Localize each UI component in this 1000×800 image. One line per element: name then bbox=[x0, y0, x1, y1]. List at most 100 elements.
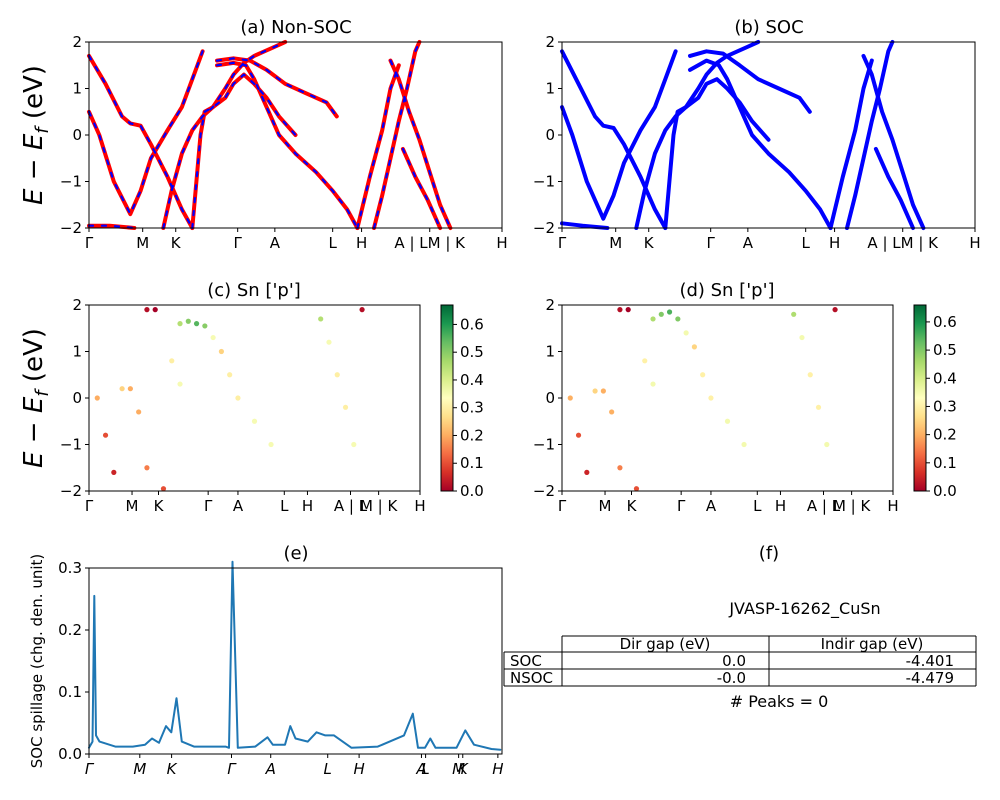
yticks-b: −2 −1 0 1 2 bbox=[533, 33, 562, 237]
plot-frame-c bbox=[88, 304, 421, 492]
projection-point bbox=[724, 418, 731, 424]
projection-point bbox=[210, 334, 216, 341]
ytick-label: 0.0 bbox=[58, 745, 82, 763]
band-line-soc bbox=[845, 40, 895, 230]
projection-point bbox=[791, 311, 797, 317]
yticks-c: −2 −1 0 1 2 bbox=[60, 296, 89, 500]
projection-point bbox=[567, 395, 573, 401]
colorbar-tick-label: 0.5 bbox=[933, 341, 957, 359]
ytick-label: 1 bbox=[545, 343, 555, 361]
projection-point bbox=[351, 441, 357, 448]
spillage-line bbox=[88, 560, 502, 751]
band-line-nonsoc-dash bbox=[372, 40, 421, 230]
colorbar-ticks-c: 0.0 0.1 0.2 0.3 0.4 0.5 0.6 bbox=[453, 315, 484, 500]
row-soc-dir: 0.0 bbox=[722, 652, 746, 670]
projection-point bbox=[102, 432, 109, 438]
colorbar-ticks-d: 0.0 0.1 0.2 0.3 0.4 0.5 0.6 bbox=[926, 313, 957, 500]
xtick-label: K bbox=[171, 234, 182, 252]
yticks-a: −2 −1 0 1 2 bbox=[60, 33, 89, 237]
projection-point bbox=[575, 432, 582, 438]
projection-point bbox=[658, 311, 664, 317]
xtick-label: L bbox=[753, 497, 762, 515]
xticks-a: Γ M K Γ A L H A | LM | K H bbox=[85, 228, 508, 252]
xtick-label: Γ bbox=[707, 234, 716, 252]
projection-point bbox=[592, 388, 598, 394]
colorbar-tick-label: 0.4 bbox=[933, 369, 957, 387]
projection-point bbox=[584, 469, 590, 475]
figure-id: JVASP-16262_CuSn bbox=[728, 599, 880, 619]
projection-point bbox=[832, 307, 838, 313]
xtick-label: L bbox=[328, 234, 337, 252]
xticks-b: Γ M K Γ A L H A | LM | K H bbox=[558, 228, 981, 252]
xtick-label: Γ bbox=[204, 497, 213, 515]
projection-point bbox=[202, 323, 208, 329]
xtick-label: H bbox=[969, 234, 980, 252]
xtick-label: H bbox=[356, 234, 367, 252]
xtick-label: A | L bbox=[807, 497, 841, 515]
ytick-label: −1 bbox=[60, 173, 82, 191]
projection-point bbox=[741, 441, 747, 448]
ytick-label: −2 bbox=[60, 219, 82, 237]
band-line-nonsoc bbox=[215, 56, 339, 119]
xtick-label: K bbox=[458, 760, 469, 778]
xtick-label: M bbox=[599, 497, 612, 515]
plot-frame-e bbox=[88, 567, 503, 755]
ytick-label: −2 bbox=[533, 219, 555, 237]
projection-point bbox=[650, 316, 656, 322]
row-soc-indir: -4.401 bbox=[906, 652, 954, 670]
band-line-soc bbox=[560, 49, 678, 221]
yticks-e: 0.0 0.1 0.2 0.3 bbox=[58, 559, 89, 763]
projection-point bbox=[326, 339, 332, 345]
projection-point bbox=[815, 404, 822, 410]
projection-point bbox=[160, 486, 167, 492]
projection-points-d bbox=[567, 307, 838, 492]
projection-point bbox=[185, 318, 191, 324]
xtick-label: M | K bbox=[360, 497, 399, 515]
xtick-label: Γ bbox=[558, 497, 567, 515]
row-nsoc-label: NSOC bbox=[510, 669, 553, 687]
xtick-label: M bbox=[609, 234, 622, 252]
projection-point bbox=[111, 469, 117, 475]
projection-point bbox=[218, 348, 224, 355]
band-line-nonsoc-dash bbox=[87, 54, 194, 230]
xtick-label: L bbox=[280, 497, 289, 515]
xtick-label: A bbox=[415, 760, 426, 778]
band-line-nonsoc-dash bbox=[191, 73, 297, 230]
band-line-soc bbox=[688, 58, 833, 230]
col-header-indir: Indir gap (eV) bbox=[821, 635, 924, 653]
title-c: (c) Sn ['p'] bbox=[207, 280, 301, 301]
xtick-label: M | K bbox=[833, 497, 872, 515]
colorbar-tick-label: 0.3 bbox=[460, 399, 484, 417]
projection-point bbox=[691, 344, 698, 350]
ytick-label: 0 bbox=[545, 126, 555, 144]
colorbar-tick-label: 0.6 bbox=[933, 313, 957, 331]
yticks-d: −2 −1 0 1 2 bbox=[533, 296, 562, 500]
colorbar-tick-label: 0.0 bbox=[460, 482, 484, 500]
band-line-nonsoc bbox=[190, 72, 298, 230]
col-header-dir: Dir gap (eV) bbox=[620, 635, 711, 653]
colorbar-tick-label: 0.1 bbox=[460, 454, 484, 472]
band-line-nonsoc bbox=[355, 63, 401, 230]
band-line-nonsoc bbox=[388, 58, 453, 230]
projection-point bbox=[617, 465, 623, 471]
colorbar-tick-label: 0.2 bbox=[933, 426, 957, 444]
peaks-label: # Peaks = 0 bbox=[730, 692, 829, 711]
ylabel-a: E − Ef (eV) bbox=[19, 65, 53, 205]
projection-point bbox=[127, 386, 133, 392]
projection-point bbox=[334, 372, 340, 378]
panel-b: −2 −1 0 1 2 Γ M K Γ A L H A | LM | K H bbox=[533, 33, 981, 252]
projection-point bbox=[600, 388, 606, 394]
ytick-label: 1 bbox=[545, 80, 555, 98]
svg-text:E − Ef (eV): E − Ef (eV) bbox=[19, 65, 53, 205]
ytick-label: 0 bbox=[72, 389, 82, 407]
xtick-label: H bbox=[829, 234, 840, 252]
projection-point bbox=[633, 486, 640, 492]
ylabel-e-text: SOC spillage (chg. den. unit) bbox=[28, 554, 46, 769]
row-nsoc-indir: -4.479 bbox=[906, 669, 954, 687]
xtick-label: K bbox=[627, 497, 638, 515]
ytick-label: −1 bbox=[533, 173, 555, 191]
title-d: (d) Sn ['p'] bbox=[679, 280, 774, 301]
ytick-label: 1 bbox=[72, 80, 82, 98]
